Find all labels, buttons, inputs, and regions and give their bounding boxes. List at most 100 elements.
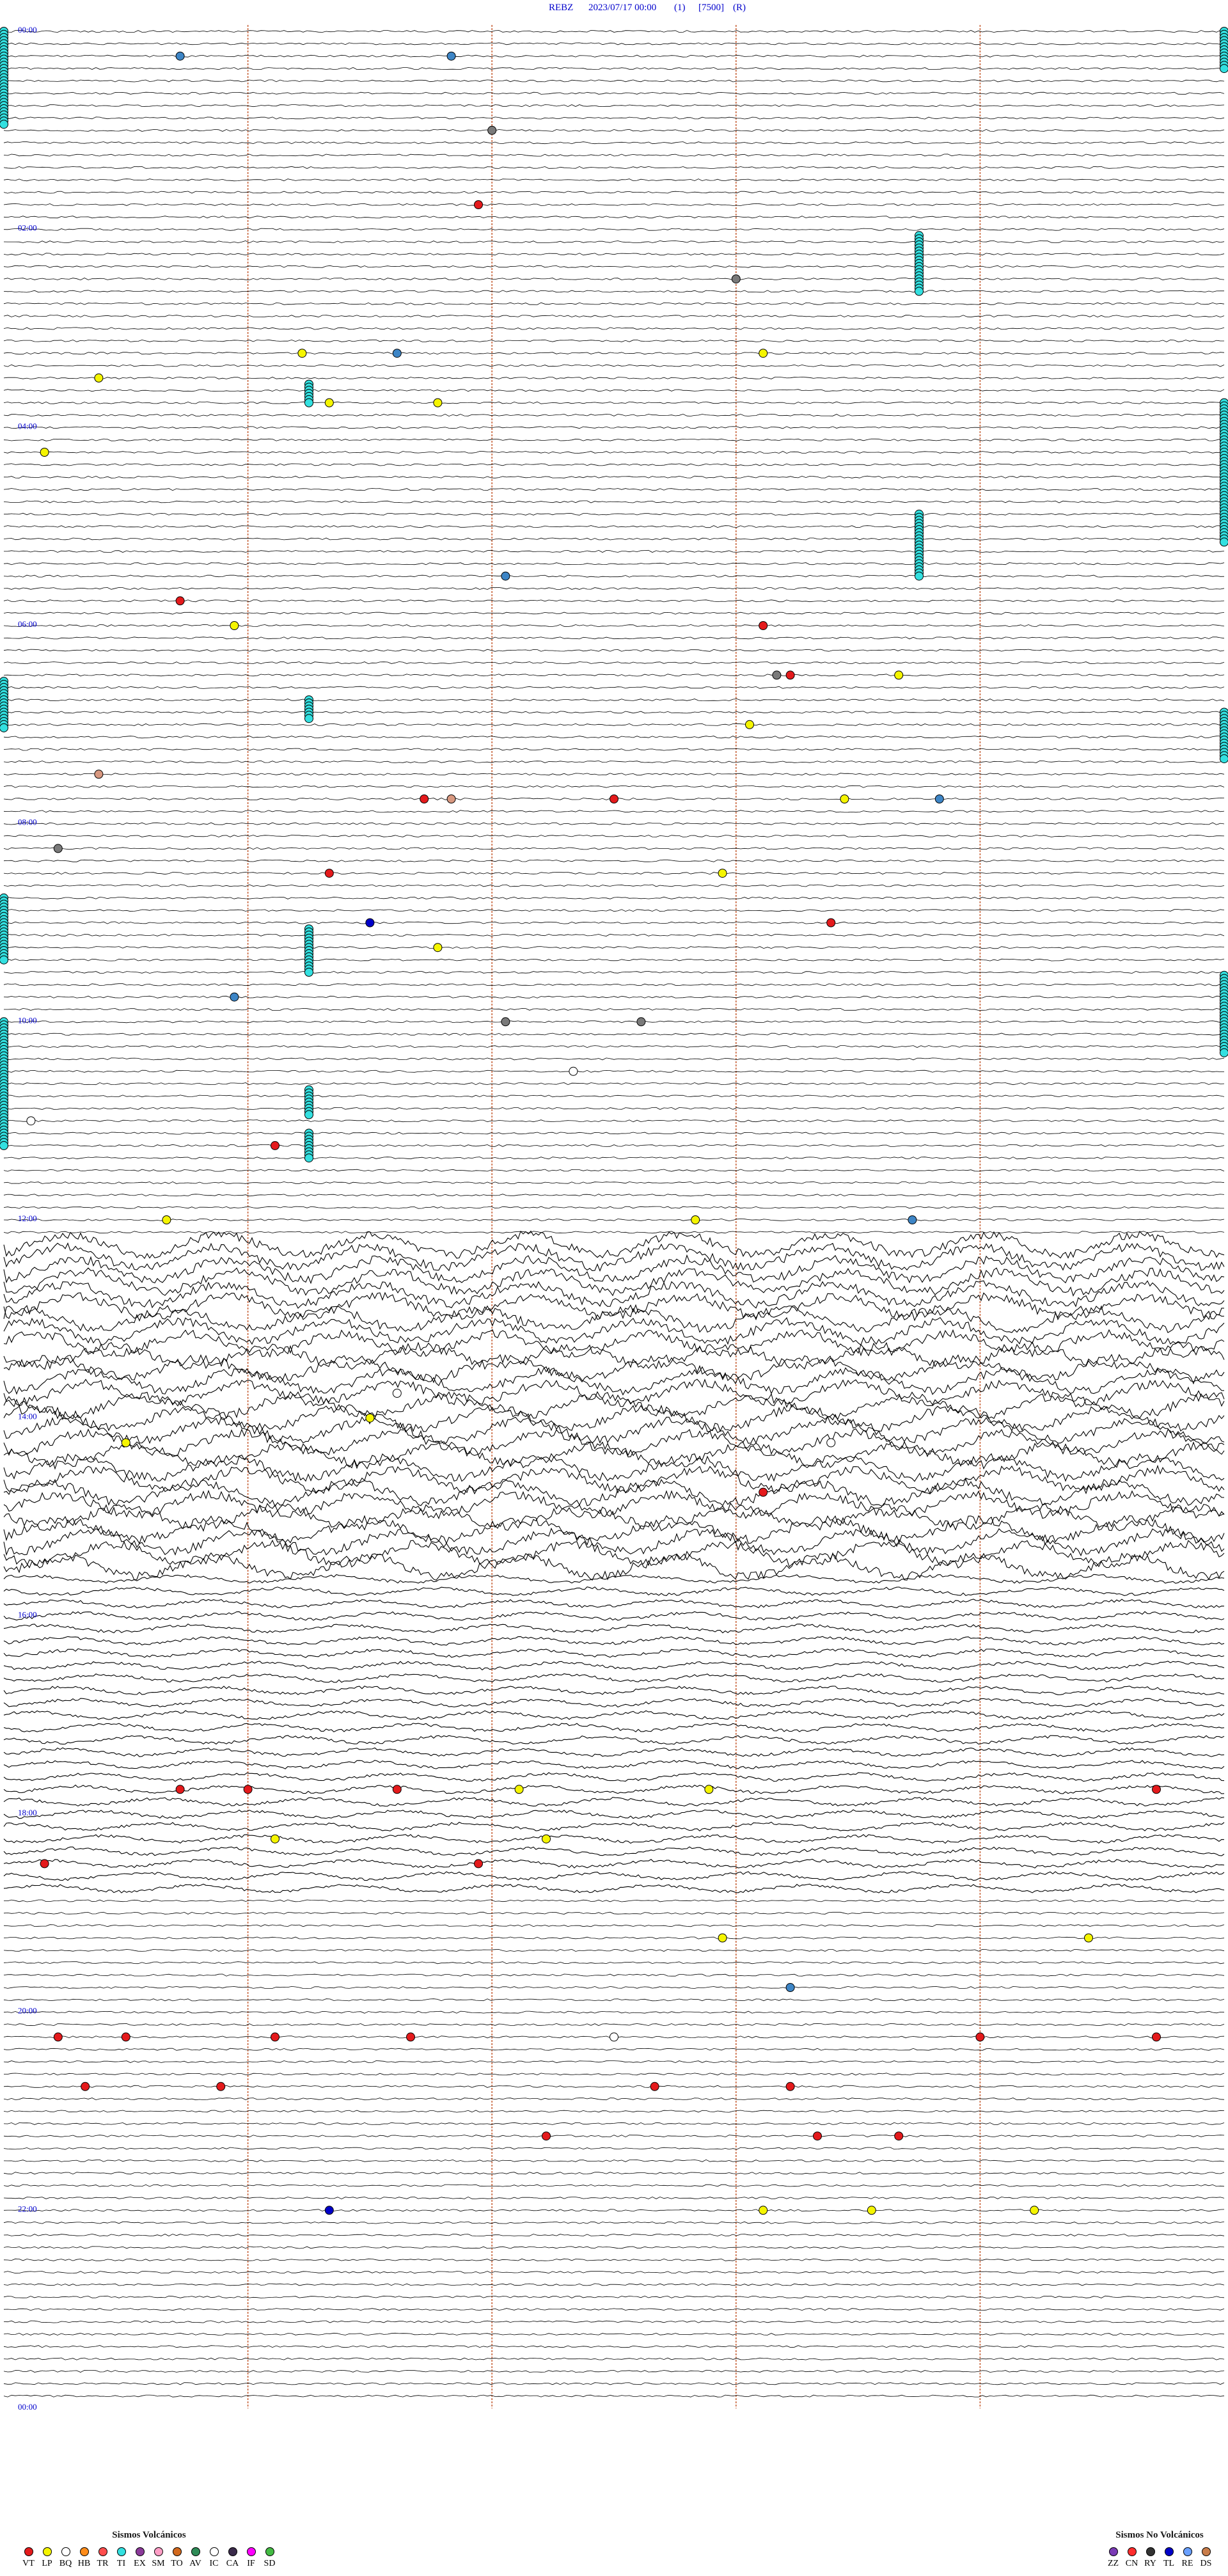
seismic-trace bbox=[3, 1329, 1225, 1359]
legend-dot-icon bbox=[1201, 2547, 1211, 2556]
legend-volcanic: Sismos Volcánicos VT LP BQ HB TR TI EX SM TO AV IC… bbox=[19, 2530, 279, 2569]
seismic-trace bbox=[3, 1316, 1225, 1346]
seismic-trace bbox=[4, 549, 1225, 553]
legend-item-sd: SD bbox=[260, 2547, 279, 2569]
seismic-trace bbox=[3, 178, 1225, 182]
legend-dot-icon bbox=[79, 2547, 89, 2556]
legend-code: RY bbox=[1144, 2559, 1156, 2568]
seismic-trace bbox=[3, 265, 1225, 268]
seismic-trace bbox=[3, 1280, 1225, 1309]
event-marker-hb bbox=[446, 51, 456, 61]
seismic-trace bbox=[3, 1094, 1225, 1098]
event-marker-vt bbox=[474, 1859, 483, 1869]
legend-code: VT bbox=[22, 2559, 35, 2568]
seismic-trace bbox=[3, 1899, 1225, 1902]
seismic-trace bbox=[3, 1574, 1225, 1584]
seismic-trace bbox=[3, 736, 1225, 739]
seismic-trace bbox=[3, 2394, 1225, 2398]
seismic-trace bbox=[3, 983, 1225, 986]
seismic-trace bbox=[3, 699, 1225, 702]
seismic-trace bbox=[3, 2320, 1225, 2323]
event-marker-vt bbox=[121, 2032, 130, 2042]
seismic-trace bbox=[4, 1007, 1225, 1011]
seismic-trace bbox=[3, 1986, 1225, 1989]
legend-item-sm: SM bbox=[149, 2547, 168, 2569]
legend-code: TL bbox=[1163, 2559, 1175, 2568]
seismic-trace bbox=[3, 1267, 1225, 1297]
seismic-trace bbox=[3, 364, 1225, 367]
event-marker-vt bbox=[175, 596, 185, 606]
seismic-trace bbox=[3, 278, 1225, 281]
header: REBZ 2023/07/17 00:00 (1) [7500] (R) bbox=[549, 3, 746, 13]
event-marker-hb bbox=[934, 794, 944, 803]
legend-code: TI bbox=[116, 2559, 126, 2568]
legend-dot-icon bbox=[1145, 2547, 1155, 2556]
event-marker-lp bbox=[433, 398, 443, 407]
seismic-trace bbox=[3, 723, 1225, 726]
legend-dot-icon bbox=[246, 2547, 256, 2556]
event-marker-vt bbox=[894, 2131, 904, 2141]
seismic-trace bbox=[3, 166, 1225, 169]
event-marker-av bbox=[501, 1017, 510, 1027]
seismic-trace bbox=[3, 1107, 1225, 1110]
seismic-trace bbox=[3, 389, 1225, 392]
seismic-trace bbox=[3, 872, 1225, 875]
seismic-trace bbox=[3, 2221, 1225, 2224]
legend-code: IC bbox=[209, 2559, 219, 2568]
event-marker-lp bbox=[230, 621, 239, 630]
seismic-trace bbox=[3, 1292, 1225, 1322]
legend-dot-icon bbox=[1164, 2547, 1174, 2556]
header-param3: (R) bbox=[733, 3, 746, 13]
seismic-trace bbox=[3, 537, 1225, 541]
seismic-trace bbox=[3, 1403, 1225, 1432]
seismic-trace bbox=[3, 661, 1225, 665]
event-marker-lp bbox=[542, 1834, 551, 1844]
seismic-trace bbox=[3, 2184, 1225, 2187]
seismic-trace bbox=[3, 1821, 1225, 1831]
seismic-trace bbox=[3, 1478, 1225, 1507]
seismic-trace bbox=[3, 1045, 1225, 1048]
event-marker-ic bbox=[392, 1389, 402, 1398]
seismic-trace bbox=[3, 1242, 1225, 1272]
seismic-trace bbox=[3, 129, 1225, 132]
seismic-trace bbox=[3, 376, 1225, 379]
event-marker-ti bbox=[915, 287, 924, 296]
hour-label: 20:00 bbox=[18, 2006, 37, 2016]
seismic-trace bbox=[3, 2246, 1225, 2249]
seismic-trace bbox=[3, 1194, 1225, 1197]
seismic-trace bbox=[3, 1747, 1225, 1757]
event-marker-lp bbox=[121, 1438, 130, 1448]
event-marker-ic bbox=[826, 1438, 836, 1448]
legend-dot-icon bbox=[98, 2547, 107, 2556]
seismic-trace bbox=[3, 587, 1225, 590]
seismic-trace bbox=[3, 1132, 1225, 1135]
hour-label: 00:00 bbox=[18, 2402, 37, 2412]
event-marker-av bbox=[53, 844, 63, 853]
event-marker-lp bbox=[40, 448, 49, 457]
event-marker-ti bbox=[0, 723, 8, 732]
event-marker-ti bbox=[304, 1110, 313, 1119]
event-marker-vt bbox=[216, 2082, 226, 2091]
seismic-trace bbox=[3, 2159, 1225, 2162]
event-marker-lp bbox=[759, 2206, 768, 2215]
hour-label: 06:00 bbox=[18, 619, 37, 629]
event-marker-vt bbox=[53, 2032, 63, 2042]
seismic-trace bbox=[3, 413, 1225, 417]
seismic-trace bbox=[3, 1673, 1225, 1683]
event-marker-av bbox=[772, 670, 782, 680]
legend-item-cn: CN bbox=[1122, 2547, 1141, 2569]
legend-code: SD bbox=[264, 2559, 276, 2568]
seismic-trace bbox=[3, 1846, 1225, 1856]
legend-dot-icon bbox=[135, 2547, 145, 2556]
event-marker-vt bbox=[406, 2032, 415, 2042]
event-marker-vt bbox=[759, 1487, 768, 1497]
seismic-trace bbox=[3, 2172, 1225, 2175]
event-marker-lp bbox=[1030, 2206, 1039, 2215]
event-marker-ic bbox=[26, 1116, 36, 1126]
seismic-trace bbox=[3, 327, 1225, 330]
event-marker-lp bbox=[1084, 1933, 1093, 1943]
event-marker-lp bbox=[297, 349, 307, 358]
legend-item-ti: TI bbox=[112, 2547, 130, 2569]
legend-dot-icon bbox=[228, 2547, 237, 2556]
